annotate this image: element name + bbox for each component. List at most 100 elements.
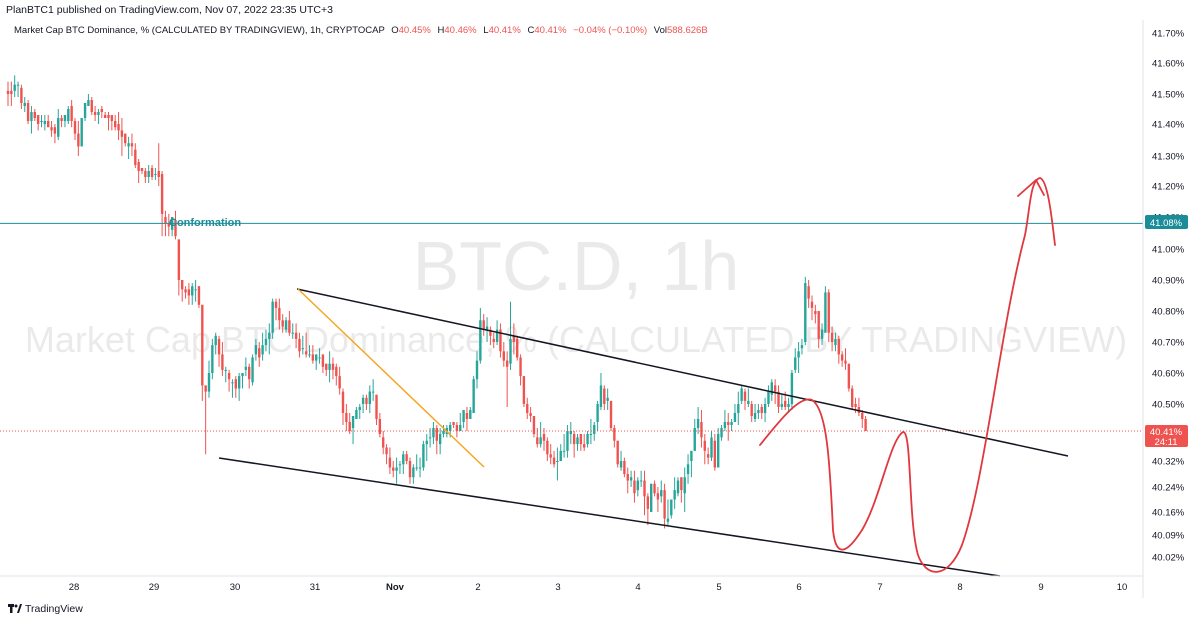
candle	[103, 112, 107, 118]
candle	[418, 457, 422, 478]
x-tick-label: 28	[69, 582, 80, 593]
candle	[268, 323, 271, 355]
x-tick-label: 10	[1117, 582, 1128, 593]
x-tick-label: 5	[716, 582, 721, 593]
candle	[639, 470, 643, 487]
x-tick-label: 7	[877, 582, 882, 593]
candle	[465, 407, 469, 431]
candle	[710, 431, 713, 461]
candle	[345, 404, 348, 431]
y-tick-label: 40.16%	[1152, 508, 1185, 519]
y-tick-label: 40.60%	[1152, 369, 1185, 380]
candle	[16, 81, 20, 97]
candle	[392, 461, 395, 478]
candle	[160, 171, 164, 237]
candle	[80, 118, 83, 147]
candle	[549, 444, 552, 465]
level-tag-bg	[1145, 215, 1188, 229]
low-value: 40.41%	[488, 25, 521, 36]
x-tick-label: 2	[475, 582, 480, 593]
candle	[114, 115, 117, 131]
candle	[234, 376, 237, 398]
candle	[258, 342, 261, 367]
candle	[315, 354, 318, 370]
conformation-label: Conformation	[169, 217, 241, 229]
candle	[375, 394, 378, 425]
y-tick-label: 40.02%	[1152, 553, 1185, 564]
candle	[214, 332, 217, 355]
candle	[505, 351, 509, 407]
candle	[616, 440, 619, 468]
candle	[653, 480, 656, 497]
candle	[646, 493, 650, 526]
candle	[311, 345, 315, 364]
candle	[666, 499, 670, 526]
candle	[425, 434, 428, 461]
candle	[438, 428, 442, 455]
candle	[422, 440, 425, 471]
candle	[847, 363, 851, 392]
watermark-symbol: BTC.D, 1h	[413, 227, 740, 305]
candle	[207, 360, 211, 398]
candle	[837, 335, 840, 364]
time-axis[interactable]: 28 29 30 31 Nov 2 3 4 5 6 7 8 9 10	[69, 582, 1128, 593]
y-tick-label: 41.00%	[1152, 245, 1185, 256]
candle	[415, 454, 418, 471]
candle	[810, 295, 814, 321]
price-axis[interactable]: 41.70%41.60%41.50%41.40%41.30%41.20%41.1…	[1152, 29, 1185, 564]
candle	[371, 379, 375, 401]
candle	[516, 335, 519, 361]
candle	[26, 100, 30, 124]
candle	[271, 298, 274, 339]
candle	[60, 115, 63, 128]
candle	[797, 342, 800, 373]
candle	[191, 283, 194, 305]
candle	[241, 373, 244, 389]
channel-lower-line[interactable]	[218, 457, 1001, 577]
candle	[435, 425, 438, 455]
candle	[93, 106, 97, 121]
x-tick-label: Nov	[386, 582, 405, 593]
candle	[861, 410, 864, 428]
candle	[87, 94, 90, 106]
trend-line[interactable]	[297, 288, 485, 468]
candle	[552, 450, 556, 468]
candle	[830, 326, 834, 352]
projection-curve	[759, 177, 1056, 573]
last-tag-bg	[1145, 425, 1188, 447]
candle	[36, 115, 40, 131]
candle	[33, 109, 36, 121]
candle	[475, 351, 479, 389]
price-chart[interactable]: BTC.D, 1h Market Cap BTC Dominance, % (C…	[0, 20, 1200, 598]
candle	[539, 422, 542, 448]
candle	[790, 369, 794, 410]
candle	[770, 379, 773, 401]
candle	[244, 357, 248, 377]
candle	[130, 133, 134, 156]
candle	[388, 447, 392, 474]
candle	[144, 168, 147, 183]
candle	[502, 342, 505, 367]
candle	[318, 348, 321, 364]
candle	[462, 410, 465, 428]
candle	[70, 100, 73, 128]
candle	[338, 366, 341, 395]
last-price-tag: 40.41% 24:11	[1145, 425, 1188, 448]
candle	[479, 307, 482, 364]
candle	[120, 118, 124, 156]
candle	[134, 143, 137, 168]
candle	[586, 431, 589, 448]
candle	[743, 388, 747, 410]
candle	[174, 210, 177, 240]
candle	[90, 97, 93, 115]
candle	[522, 376, 526, 407]
candle	[690, 450, 693, 478]
volume-value: 588.626B	[666, 25, 708, 36]
candle	[154, 168, 157, 180]
candle	[378, 413, 382, 438]
candle	[680, 477, 683, 503]
y-tick-label: 40.09%	[1152, 531, 1185, 542]
candle	[757, 404, 760, 419]
candle	[211, 338, 214, 380]
channel-upper-line[interactable]	[296, 288, 1069, 457]
